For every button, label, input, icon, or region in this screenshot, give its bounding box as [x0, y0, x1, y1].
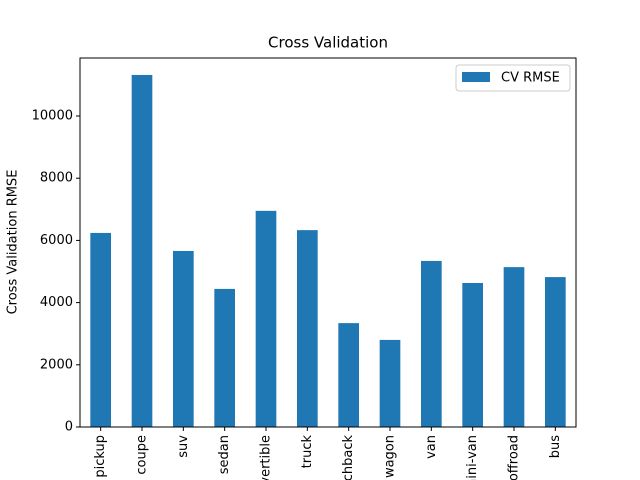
bar [338, 323, 359, 427]
legend-box [455, 64, 571, 92]
bar [131, 74, 153, 427]
x-tick-label: pickup [93, 435, 108, 478]
x-tick-label: mini-van [465, 435, 480, 480]
y-axis-label: Cross Validation RMSE [6, 170, 21, 315]
bar [503, 267, 525, 427]
bar [462, 283, 483, 427]
y-tick-label: 10000 [32, 109, 73, 124]
y-tick-label: 0 [65, 420, 73, 435]
x-tick-label: van [424, 435, 439, 459]
x-tick-label: suv [176, 435, 191, 458]
bar [90, 232, 111, 427]
bar [214, 288, 235, 427]
legend-swatch [462, 72, 490, 82]
x-tick-label: bus [548, 435, 563, 458]
bar [255, 210, 277, 427]
x-tick-label: wagon [383, 435, 398, 478]
bar [379, 339, 401, 427]
x-tick-label: sedan [217, 435, 232, 474]
x-tick-label: convertible [259, 435, 274, 480]
y-tick-label: 8000 [40, 171, 73, 186]
x-tick-label: offroad [507, 435, 522, 480]
bar [173, 250, 194, 427]
legend-label: CV RMSE [501, 71, 560, 86]
axes-frame [79, 57, 577, 428]
x-tick-label: coupe [135, 435, 150, 475]
x-tick-label: hatchback [341, 435, 356, 480]
bar [421, 260, 442, 427]
y-tick-label: 2000 [40, 357, 73, 372]
y-tick-label: 4000 [40, 295, 73, 310]
bar [297, 230, 318, 427]
chart-title: Cross Validation [268, 34, 388, 52]
x-tick-label: truck [300, 435, 315, 469]
y-tick-label: 6000 [40, 233, 73, 248]
bar [545, 277, 566, 427]
